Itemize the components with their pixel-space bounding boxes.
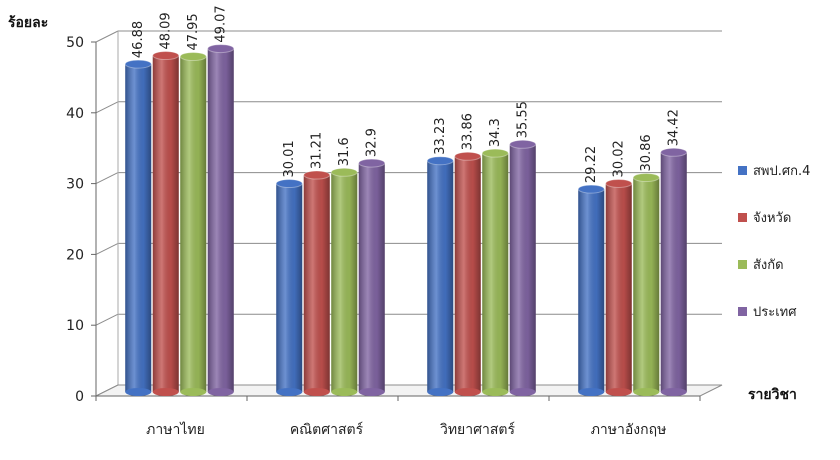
bar-shading: [605, 183, 632, 392]
bar-base: [303, 388, 330, 396]
y-tick-label: 40: [66, 106, 84, 122]
data-label: 30.01: [282, 140, 297, 177]
bar-shading: [303, 175, 330, 392]
bar-base: [578, 388, 605, 396]
bar-shading: [152, 55, 179, 393]
bar-shading: [331, 172, 358, 392]
bar-base: [482, 388, 509, 396]
gridline-diagonal: [95, 313, 119, 326]
y-tick-label: 20: [66, 247, 84, 263]
data-label: 33.23: [433, 118, 448, 155]
bar-base: [509, 388, 536, 396]
y-tick-label: 0: [75, 389, 84, 405]
data-label: 30.86: [639, 134, 654, 171]
y-tick-label: 50: [66, 35, 84, 51]
bar-shading: [454, 156, 481, 392]
data-label: 34.3: [488, 118, 503, 147]
legend-swatch: [738, 259, 747, 269]
bar-shading: [633, 177, 660, 392]
bar-cap: [152, 51, 180, 61]
bar-base: [633, 388, 660, 396]
bar-shading: [482, 153, 509, 392]
legend-swatch: [738, 306, 747, 316]
gridline-diagonal: [95, 101, 119, 114]
bar-cap: [275, 179, 303, 189]
bar-base: [427, 388, 454, 396]
bar-cap: [632, 173, 660, 183]
y-axis-label: ร้อยละ: [8, 15, 49, 31]
bar-cap: [207, 44, 235, 54]
bar-base: [125, 388, 152, 396]
bar-base: [276, 388, 303, 396]
legend-item: ประเทศ: [738, 301, 838, 321]
bar-shading: [660, 152, 687, 392]
data-label: 33.86: [461, 113, 476, 150]
bar-cap: [358, 158, 386, 168]
bar-shading: [427, 160, 454, 392]
legend: สพป.ศก.4 จังหวัดสังกัดประเทศ: [738, 160, 838, 348]
data-label: 31.21: [310, 132, 325, 169]
bar-shading: [207, 48, 234, 392]
y-tick-label: 10: [66, 318, 84, 334]
bar-shading: [125, 64, 152, 392]
legend-swatch: [738, 165, 747, 175]
legend-label: สพป.ศก.4: [753, 163, 811, 179]
bar-shading: [358, 163, 385, 392]
bar-base: [605, 388, 632, 396]
data-label: 29.22: [584, 146, 599, 183]
legend-label: ประเทศ: [753, 304, 797, 320]
bar-shading: [276, 183, 303, 392]
bar-cap: [179, 52, 207, 62]
x-axis-label: รายวิชา: [748, 387, 797, 403]
bar-base: [358, 388, 385, 396]
bar-cap: [303, 170, 331, 180]
bar-base: [180, 388, 207, 396]
bar-shading: [180, 56, 207, 392]
bar-cap: [660, 147, 688, 157]
data-label: 31.6: [337, 137, 352, 166]
x-tick-label: วิทยาศาสตร์: [440, 421, 516, 438]
data-label: 30.02: [612, 140, 627, 177]
data-label: 32.9: [365, 128, 380, 157]
data-label: 46.88: [131, 21, 146, 58]
bar-cap: [454, 151, 482, 161]
x-tick-label: คณิตศาสตร์: [290, 421, 364, 438]
bar-shading: [578, 189, 605, 392]
x-tick-label: ภาษาไทย: [146, 421, 205, 438]
bar-cap: [577, 184, 605, 194]
bar-shading: [509, 144, 536, 392]
legend-swatch: [738, 212, 747, 222]
legend-item: สังกัด: [738, 254, 838, 274]
gridline-diagonal: [95, 242, 119, 255]
legend-label: จังหวัด: [753, 210, 792, 226]
bar-cap: [481, 148, 509, 158]
gridline-diagonal: [95, 172, 119, 185]
bar-cap: [605, 178, 633, 188]
x-tick-label: ภาษาอังกฤษ: [591, 422, 667, 438]
legend-item: สพป.ศก.4: [738, 160, 838, 180]
data-label: 47.95: [186, 13, 201, 50]
bar-base: [152, 388, 179, 396]
y-tick-label: 30: [66, 177, 84, 193]
data-label: 48.09: [159, 12, 174, 49]
gridline-diagonal: [95, 30, 119, 43]
data-label: 34.42: [667, 109, 682, 146]
bar-base: [331, 388, 358, 396]
bar-cap: [330, 167, 358, 177]
bar-base: [207, 388, 234, 396]
data-label: 35.55: [516, 101, 531, 138]
bar-base: [660, 388, 687, 396]
data-label: 49.07: [214, 5, 229, 42]
bar-cap: [426, 156, 454, 166]
legend-item: จังหวัด: [738, 207, 838, 227]
bar-cap: [124, 59, 152, 69]
legend-label: สังกัด: [753, 257, 784, 273]
bar-base: [454, 388, 481, 396]
bar-cap: [509, 139, 537, 149]
